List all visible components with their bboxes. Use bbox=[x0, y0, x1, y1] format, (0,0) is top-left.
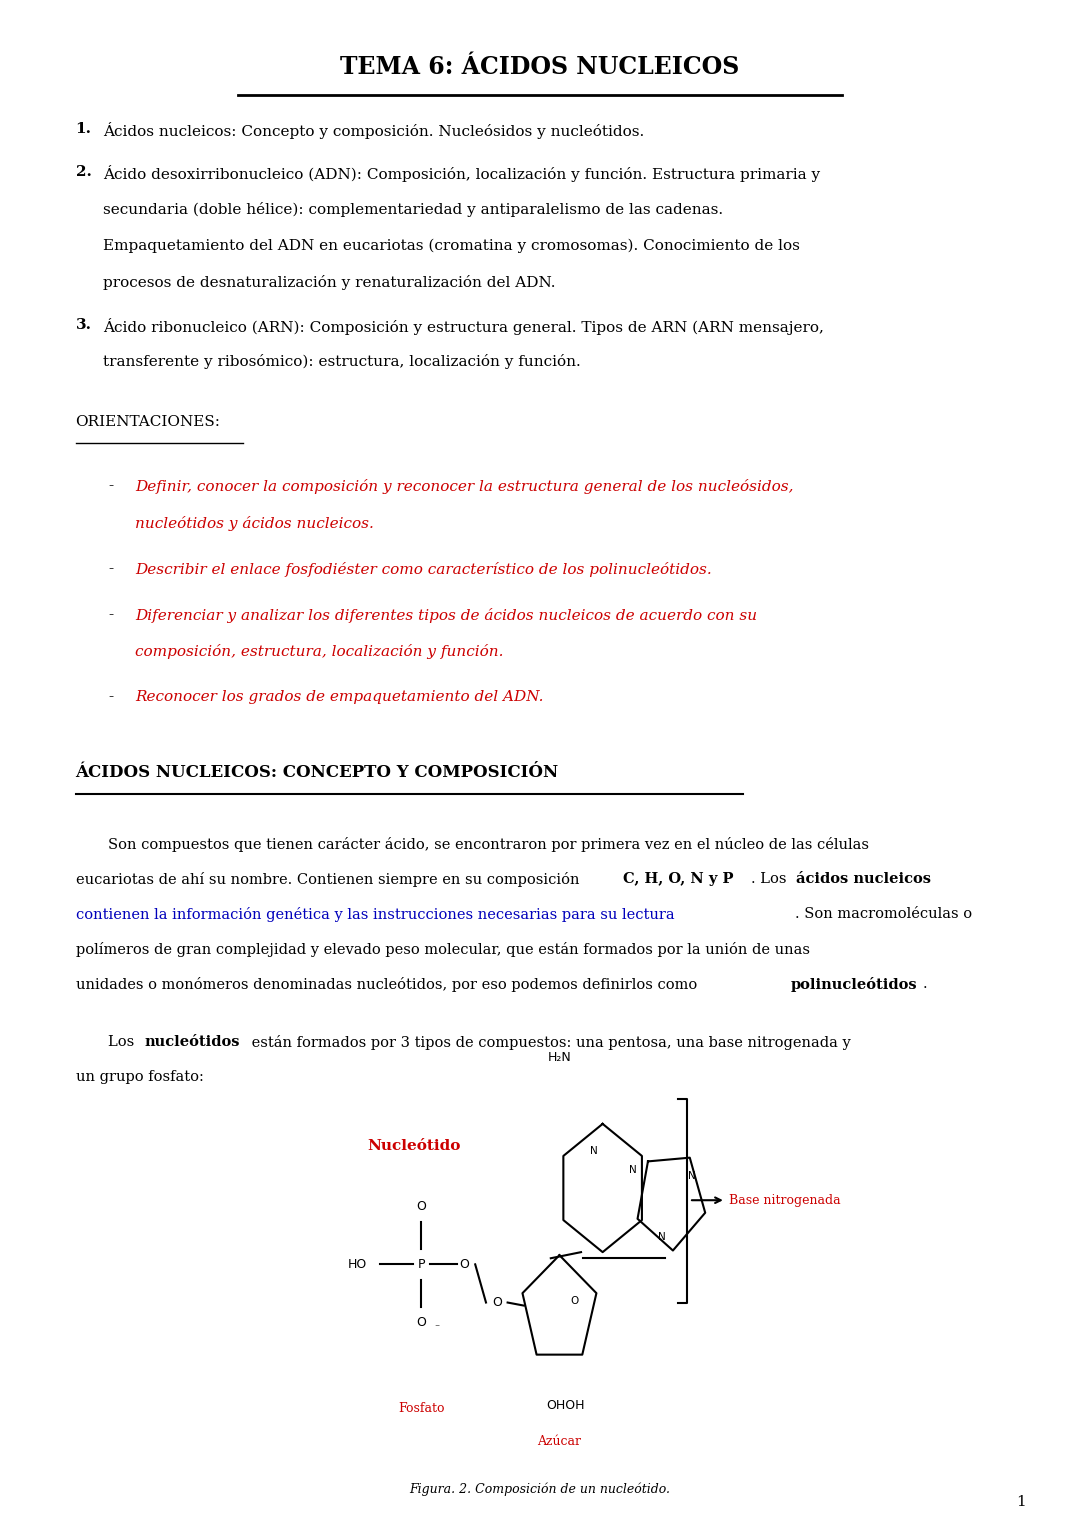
Text: Ácido desoxirribonucleico (ADN): Composición, localización y función. Estructura: Ácido desoxirribonucleico (ADN): Composi… bbox=[103, 165, 820, 182]
Text: secundaria (doble hélice): complementariedad y antiparalelismo de las cadenas.: secundaria (doble hélice): complementari… bbox=[103, 202, 723, 217]
Text: nucleótidos y ácidos nucleicos.: nucleótidos y ácidos nucleicos. bbox=[135, 516, 374, 531]
Text: -: - bbox=[108, 690, 113, 704]
Text: Describir el enlace fosfodiéster como característico de los polinucleótidos.: Describir el enlace fosfodiéster como ca… bbox=[135, 562, 712, 577]
Text: -: - bbox=[108, 479, 113, 493]
Text: 3.: 3. bbox=[76, 318, 92, 331]
Text: procesos de desnaturalización y renaturalización del ADN.: procesos de desnaturalización y renatura… bbox=[103, 275, 555, 290]
Text: N: N bbox=[629, 1165, 637, 1174]
Text: O: O bbox=[416, 1200, 427, 1212]
Text: 2.: 2. bbox=[76, 165, 92, 179]
Text: -: - bbox=[108, 608, 113, 621]
Text: eucariotas de ahí su nombre. Contienen siempre en su composición: eucariotas de ahí su nombre. Contienen s… bbox=[76, 872, 583, 887]
Text: O: O bbox=[491, 1296, 502, 1309]
Text: un grupo fosfato:: un grupo fosfato: bbox=[76, 1070, 203, 1084]
Text: N: N bbox=[688, 1171, 697, 1180]
Text: Figura. 2. Composición de un nucleótido.: Figura. 2. Composición de un nucleótido. bbox=[409, 1483, 671, 1496]
Text: .: . bbox=[922, 977, 927, 991]
Text: polímeros de gran complejidad y elevado peso molecular, que están formados por l: polímeros de gran complejidad y elevado … bbox=[76, 942, 810, 957]
Text: Nucleótido: Nucleótido bbox=[367, 1139, 460, 1153]
Text: Azúcar: Azúcar bbox=[538, 1435, 581, 1449]
Text: ⁻: ⁻ bbox=[434, 1324, 440, 1333]
Text: N: N bbox=[658, 1232, 666, 1241]
Text: Base nitrogenada: Base nitrogenada bbox=[729, 1194, 840, 1206]
Text: . Los: . Los bbox=[751, 872, 791, 886]
Text: TEMA 6: ÁCIDOS NUCLEICOS: TEMA 6: ÁCIDOS NUCLEICOS bbox=[340, 55, 740, 79]
Text: transferente y ribosómico): estructura, localización y función.: transferente y ribosómico): estructura, … bbox=[103, 354, 580, 370]
Text: 1: 1 bbox=[1016, 1495, 1026, 1509]
Text: Reconocer los grados de empaquetamiento del ADN.: Reconocer los grados de empaquetamiento … bbox=[135, 690, 543, 704]
Text: Fosfato: Fosfato bbox=[397, 1402, 445, 1416]
Text: polinucleótidos: polinucleótidos bbox=[791, 977, 917, 993]
Text: Los: Los bbox=[108, 1035, 139, 1049]
Text: N: N bbox=[590, 1147, 598, 1156]
Text: Ácidos nucleicos: Concepto y composición. Nucleósidos y nucleótidos.: Ácidos nucleicos: Concepto y composición… bbox=[103, 122, 644, 139]
Text: están formados por 3 tipos de compuestos: una pentosa, una base nitrogenada y: están formados por 3 tipos de compuestos… bbox=[247, 1035, 851, 1051]
Text: Diferenciar y analizar los diferentes tipos de ácidos nucleicos de acuerdo con s: Diferenciar y analizar los diferentes ti… bbox=[135, 608, 757, 623]
Text: OHOH: OHOH bbox=[546, 1399, 585, 1412]
Text: . Son macromoléculas o: . Son macromoléculas o bbox=[795, 907, 972, 921]
Text: P: P bbox=[418, 1258, 424, 1270]
Text: C, H, O, N y P: C, H, O, N y P bbox=[623, 872, 733, 886]
Text: contienen la información genética y las instrucciones necesarias para su lectura: contienen la información genética y las … bbox=[76, 907, 674, 922]
Text: O: O bbox=[570, 1296, 579, 1306]
Text: Empaquetamiento del ADN en eucariotas (cromatina y cromosomas). Conocimiento de : Empaquetamiento del ADN en eucariotas (c… bbox=[103, 238, 799, 252]
Text: ácidos nucleicos: ácidos nucleicos bbox=[796, 872, 931, 886]
Text: O: O bbox=[416, 1316, 427, 1328]
Text: -: - bbox=[108, 562, 113, 576]
Text: Son compuestos que tienen carácter ácido, se encontraron por primera vez en el n: Son compuestos que tienen carácter ácido… bbox=[108, 837, 869, 852]
Text: unidades o monómeros denominadas nucleótidos, por eso podemos definirlos como: unidades o monómeros denominadas nucleót… bbox=[76, 977, 702, 993]
Text: Ácido ribonucleico (ARN): Composición y estructura general. Tipos de ARN (ARN me: Ácido ribonucleico (ARN): Composición y … bbox=[103, 318, 823, 334]
Text: nucleótidos: nucleótidos bbox=[145, 1035, 240, 1049]
Text: HO: HO bbox=[348, 1258, 367, 1270]
Text: ORIENTACIONES:: ORIENTACIONES: bbox=[76, 415, 220, 429]
Text: Definir, conocer la composición y reconocer la estructura general de los nucleós: Definir, conocer la composición y recono… bbox=[135, 479, 794, 495]
Text: O: O bbox=[459, 1258, 469, 1270]
Text: ÁCIDOS NUCLEICOS: CONCEPTO Y COMPOSICIÓN: ÁCIDOS NUCLEICOS: CONCEPTO Y COMPOSICIÓN bbox=[76, 764, 558, 780]
Text: H₂N: H₂N bbox=[548, 1051, 571, 1064]
Text: composición, estructura, localización y función.: composición, estructura, localización y … bbox=[135, 644, 503, 660]
Text: 1.: 1. bbox=[76, 122, 92, 136]
